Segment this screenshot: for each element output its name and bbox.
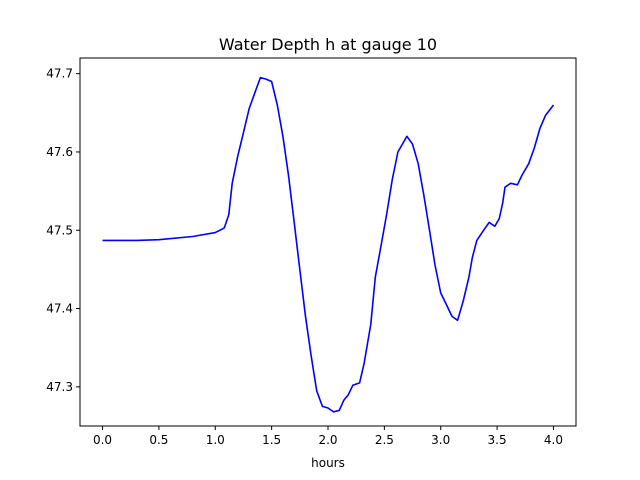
x-axis-label: hours (311, 456, 345, 470)
x-tick-label: 1.5 (262, 433, 281, 447)
x-tick-label: 2.5 (375, 433, 394, 447)
y-axis: 47.3 47.4 47.5 47.6 47.7 (46, 67, 80, 394)
y-tick-label: 47.3 (46, 380, 73, 394)
x-tick-label: 3.5 (488, 433, 507, 447)
x-axis: 0.0 0.5 1.0 1.5 2.0 2.5 3.0 3.5 4.0 (93, 426, 563, 447)
series-line (102, 76, 555, 413)
series-layer (102, 76, 555, 413)
x-tick-label: 2.0 (318, 433, 337, 447)
y-tick-label: 47.6 (46, 145, 73, 159)
y-tick-label: 47.4 (46, 302, 73, 316)
x-tick-label: 3.0 (431, 433, 450, 447)
chart-title: Water Depth h at gauge 10 (219, 35, 437, 54)
x-tick-label: 1.0 (206, 433, 225, 447)
x-tick-label: 0.5 (149, 433, 168, 447)
y-tick-label: 47.5 (46, 223, 73, 237)
x-tick-label: 0.0 (93, 433, 112, 447)
y-tick-label: 47.7 (46, 67, 73, 81)
plot-background (80, 58, 576, 426)
x-tick-label: 4.0 (544, 433, 563, 447)
